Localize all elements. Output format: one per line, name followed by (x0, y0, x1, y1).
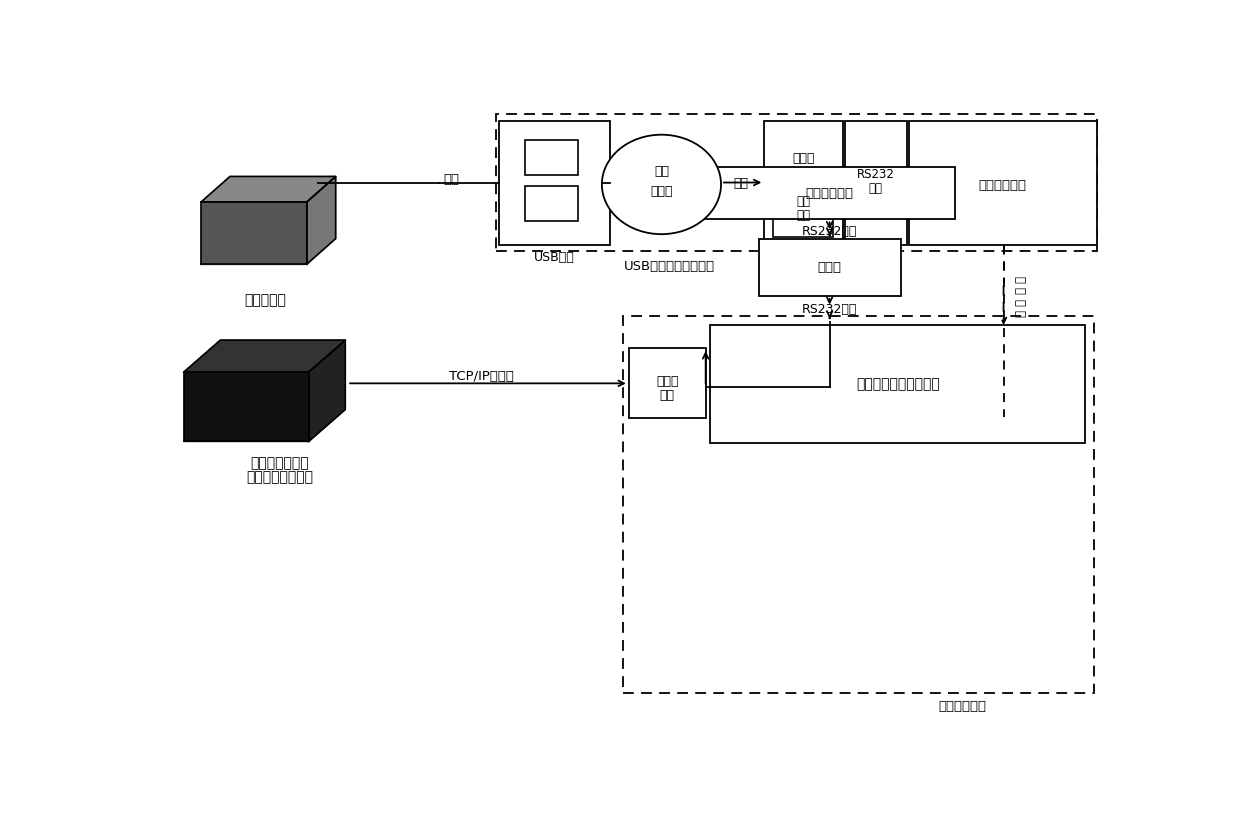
Text: 以太网: 以太网 (656, 374, 678, 387)
Bar (909, 122, 1096, 246)
Text: 被防护主机: 被防护主机 (244, 293, 286, 307)
Polygon shape (184, 341, 345, 373)
Polygon shape (201, 177, 336, 203)
Ellipse shape (601, 136, 720, 235)
Bar (498, 122, 610, 246)
Text: 存储: 存储 (796, 194, 811, 208)
Text: 议: 议 (1014, 309, 1028, 317)
Polygon shape (184, 373, 309, 442)
Text: 充电: 充电 (443, 172, 459, 185)
Text: USB端口: USB端口 (533, 251, 574, 264)
Text: 安全防护装置核心系统: 安全防护装置核心系统 (856, 377, 940, 391)
Text: 协: 协 (1014, 299, 1028, 305)
Bar (844, 122, 908, 246)
Bar (496, 115, 1096, 252)
Polygon shape (309, 341, 345, 442)
Bar (773, 177, 833, 237)
Text: 单片机: 单片机 (792, 151, 815, 165)
Bar (525, 141, 578, 175)
Text: 模块: 模块 (796, 208, 811, 222)
Text: 安全防护装置: 安全防护装置 (939, 700, 986, 713)
Bar (764, 122, 843, 246)
Text: 单片机: 单片机 (817, 261, 842, 274)
Polygon shape (306, 177, 336, 265)
Bar (525, 186, 578, 222)
Text: 供电: 供电 (734, 177, 749, 189)
Text: 无线发送模块: 无线发送模块 (978, 179, 1027, 192)
Text: RS232协议: RS232协议 (802, 303, 857, 316)
Text: 监控系统防护平台: 监控系统防护平台 (247, 469, 314, 483)
Text: RS232: RS232 (857, 168, 895, 181)
Text: USB端口封堵电子标签: USB端口封堵电子标签 (624, 260, 714, 273)
Text: RS232协议: RS232协议 (802, 225, 857, 237)
Text: 纽扣: 纽扣 (653, 165, 668, 178)
Text: 无: 无 (1014, 275, 1028, 282)
Bar (629, 349, 706, 419)
Bar (711, 325, 1085, 443)
Text: 接口: 接口 (660, 389, 675, 402)
Bar (759, 239, 900, 297)
Polygon shape (201, 203, 306, 265)
Bar (622, 317, 1094, 693)
Text: 安全防护与审计: 安全防护与审计 (250, 455, 309, 469)
Text: 无线接收模块: 无线接收模块 (806, 187, 853, 200)
Text: TCP/IP以太网: TCP/IP以太网 (449, 370, 515, 383)
Bar (704, 168, 955, 220)
Text: 协议: 协议 (869, 182, 883, 195)
Text: 锂电池: 锂电池 (650, 185, 672, 198)
Text: 线: 线 (1014, 287, 1028, 294)
